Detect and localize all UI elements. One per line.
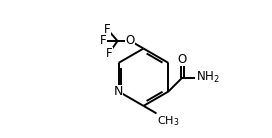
Text: F: F [104, 23, 111, 36]
Text: F: F [106, 47, 113, 60]
Text: F: F [100, 34, 107, 47]
Text: O: O [125, 34, 134, 47]
Text: O: O [177, 53, 187, 66]
Text: CH$_3$: CH$_3$ [157, 114, 180, 128]
Text: NH$_2$: NH$_2$ [196, 70, 220, 85]
Text: N: N [114, 85, 123, 98]
